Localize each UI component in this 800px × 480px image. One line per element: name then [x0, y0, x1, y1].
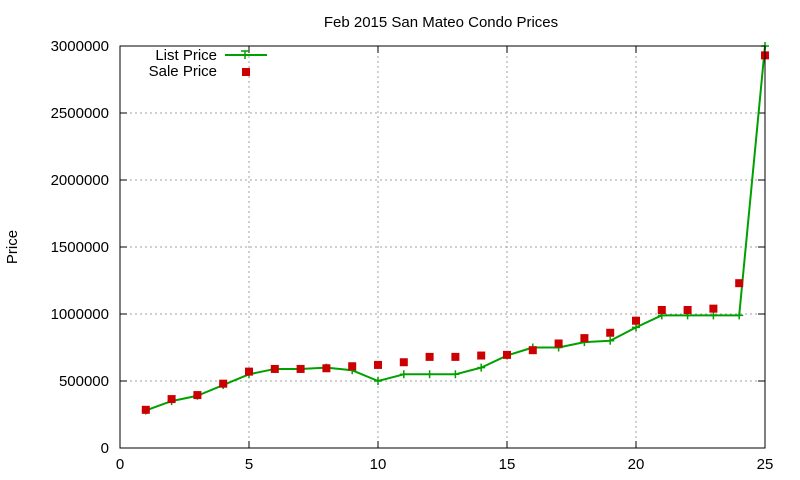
list-price-point	[399, 370, 408, 379]
sale-price-point	[425, 352, 434, 361]
y-tick-label: 2500000	[51, 105, 109, 122]
x-tick-label: 10	[370, 456, 387, 473]
list-price-point	[374, 377, 382, 385]
series-layer	[141, 42, 769, 415]
sale-price-point	[348, 362, 357, 371]
y-tick-label: 3000000	[51, 38, 109, 55]
sale-price-point	[528, 346, 537, 355]
legend: List Price Sale Price	[149, 47, 267, 80]
list-price-point	[632, 323, 640, 332]
sale-price-point	[141, 405, 150, 414]
sale-price-point	[245, 367, 253, 376]
legend-marker-list-price	[241, 50, 249, 59]
list-price-point	[425, 370, 434, 379]
y-tick-label: 2000000	[51, 172, 109, 189]
sale-price-point	[554, 339, 563, 348]
sale-price-point	[399, 358, 408, 367]
list-price-point	[606, 336, 615, 345]
sale-price-point	[322, 364, 331, 373]
sale-price-point	[683, 305, 692, 314]
sale-price-point	[270, 364, 279, 373]
legend-swatch-sale-price	[242, 68, 250, 76]
sale-price-point	[606, 328, 615, 337]
sale-price-point	[451, 352, 460, 361]
sale-price-point	[657, 305, 666, 314]
y-axis-label: Price	[4, 230, 21, 264]
sale-price-point	[296, 364, 305, 373]
axis-ticks: 0 5 10 15 20 25 0 500000 1000000 1500000 2000000 25…	[51, 38, 774, 473]
legend-label-sale-price: Sale Price	[149, 63, 217, 80]
list-price-point	[451, 370, 460, 379]
x-tick-label: 0	[116, 456, 124, 473]
sale-price-point	[374, 360, 382, 369]
y-tick-label: 0	[101, 440, 109, 457]
sale-price-point	[632, 316, 640, 325]
x-tick-label: 5	[245, 456, 253, 473]
sale-price-point	[167, 395, 176, 404]
list-price-point	[477, 363, 486, 372]
x-tick-label: 15	[499, 456, 516, 473]
plot-frame	[119, 45, 766, 449]
sale-price-point	[580, 334, 589, 343]
sale-price-point	[735, 279, 744, 288]
x-tick-label: 20	[628, 456, 645, 473]
legend-label-list-price: List Price	[155, 47, 217, 64]
sale-price-point	[709, 304, 718, 313]
chart-title: Feb 2015 San Mateo Condo Prices	[324, 14, 558, 31]
sale-price-point	[193, 391, 202, 400]
sale-price-point	[503, 350, 511, 359]
y-tick-label: 1500000	[51, 239, 109, 256]
y-tick-label: 1000000	[51, 306, 109, 323]
sale-price-point	[219, 379, 228, 388]
list-price-point	[735, 311, 744, 320]
x-tick-label: 25	[757, 456, 774, 473]
y-tick-label: 500000	[59, 373, 109, 390]
list-price-point	[709, 311, 718, 320]
sale-price-point	[477, 351, 486, 360]
